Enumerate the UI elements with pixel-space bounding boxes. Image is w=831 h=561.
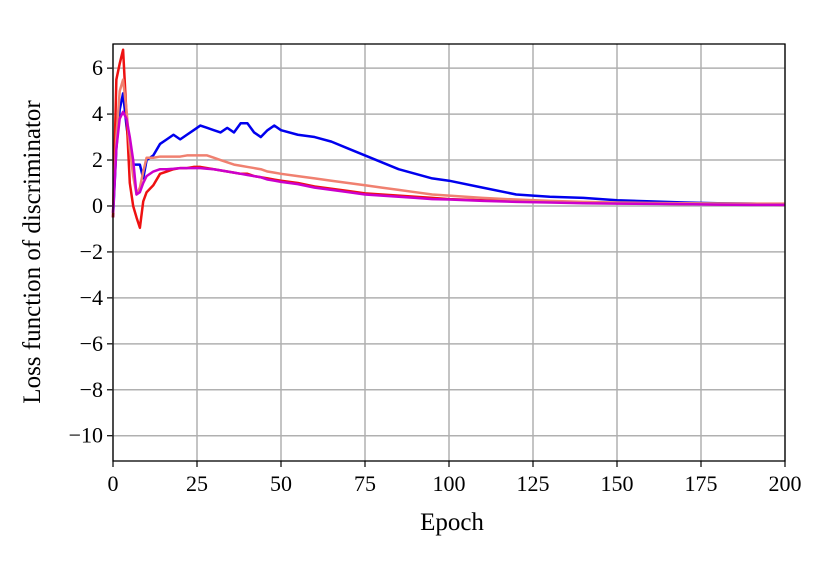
- plot-frame: [112, 43, 786, 462]
- series-line: [111, 92, 786, 218]
- x-tick-label: 0: [108, 471, 119, 496]
- x-tick-label: 25: [186, 471, 208, 496]
- y-tick-label: −2: [80, 239, 103, 264]
- y-tick-label: 4: [92, 101, 103, 126]
- x-tick-label: 75: [354, 471, 376, 496]
- x-tick-label: 200: [769, 471, 802, 496]
- x-tick-label: 50: [270, 471, 292, 496]
- y-tick-label: −10: [69, 423, 103, 448]
- y-tick-label: 2: [92, 147, 103, 172]
- series-line: [111, 110, 785, 213]
- y-tick-label: −4: [80, 285, 103, 310]
- y-tick-label: −6: [80, 331, 103, 356]
- y-tick-label: 0: [92, 193, 103, 218]
- x-axis-label: Epoch: [420, 509, 484, 536]
- x-tick-label: 125: [517, 471, 550, 496]
- x-tick-label: 150: [601, 471, 634, 496]
- y-tick-label: 6: [92, 55, 103, 80]
- y-axis-label: Loss function of discriminator: [19, 100, 46, 404]
- y-tick-label: −8: [80, 377, 103, 402]
- series-line: [111, 78, 785, 213]
- x-tick-label: 175: [685, 471, 718, 496]
- x-tick-label: 100: [433, 471, 466, 496]
